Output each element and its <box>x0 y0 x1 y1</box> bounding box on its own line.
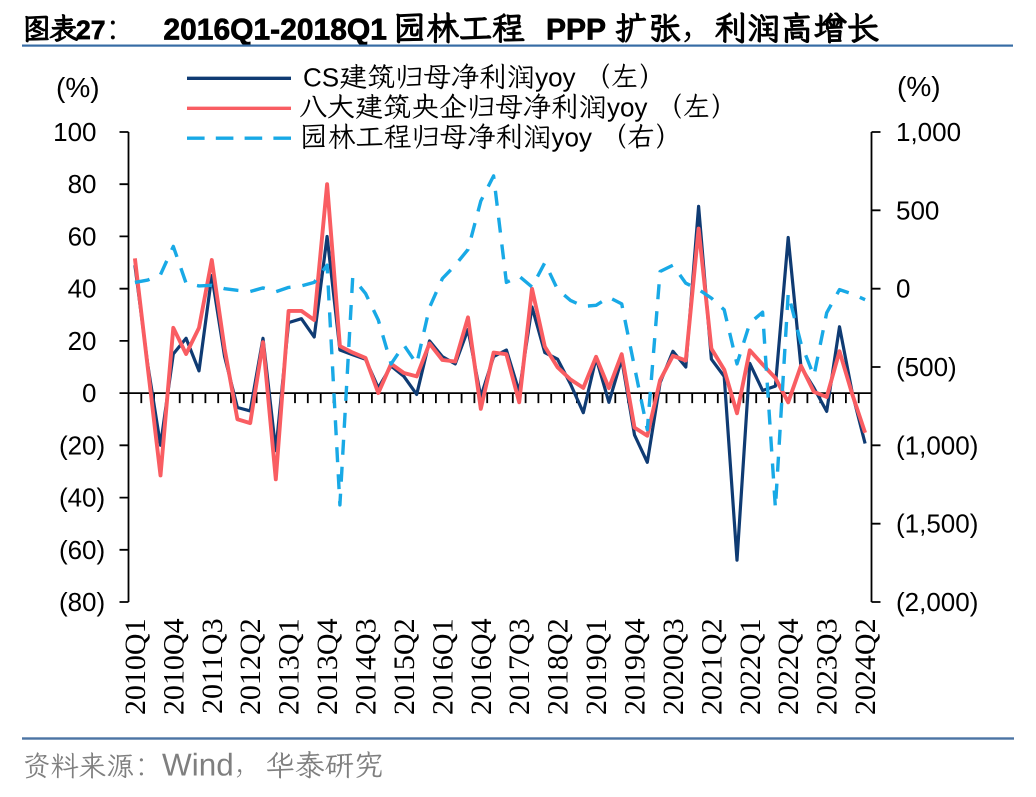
svg-text:2013Q4: 2013Q4 <box>311 618 344 715</box>
svg-text:(60): (60) <box>59 535 105 565</box>
svg-text:80: 80 <box>68 169 97 199</box>
svg-text:2013Q1: 2013Q1 <box>273 618 306 715</box>
svg-text:(%): (%) <box>897 71 941 102</box>
svg-text:(500): (500) <box>896 352 957 382</box>
svg-text:2011Q3: 2011Q3 <box>196 618 229 714</box>
svg-text:2017Q3: 2017Q3 <box>503 618 536 715</box>
svg-text:2021Q2: 2021Q2 <box>695 618 728 715</box>
svg-text:500: 500 <box>896 195 939 225</box>
svg-text:(20): (20) <box>59 430 105 460</box>
svg-text:2020Q3: 2020Q3 <box>657 618 690 715</box>
svg-text:2023Q3: 2023Q3 <box>811 618 844 715</box>
svg-text:(2,000): (2,000) <box>896 587 978 617</box>
svg-text:40: 40 <box>68 274 97 304</box>
svg-text:(1,500): (1,500) <box>896 509 978 539</box>
svg-text:2014Q3: 2014Q3 <box>350 618 383 715</box>
svg-text:2010Q1: 2010Q1 <box>119 618 152 715</box>
svg-text:2019Q4: 2019Q4 <box>619 618 652 715</box>
svg-text:2015Q2: 2015Q2 <box>388 618 421 715</box>
svg-text:2012Q2: 2012Q2 <box>234 618 267 715</box>
svg-text:0: 0 <box>896 274 910 304</box>
svg-text:1,000: 1,000 <box>896 117 961 147</box>
svg-text:100: 100 <box>53 117 96 147</box>
svg-text:2010Q4: 2010Q4 <box>157 618 190 715</box>
svg-text:2016Q4: 2016Q4 <box>465 618 498 715</box>
svg-text:2022Q4: 2022Q4 <box>772 618 805 715</box>
svg-text:2022Q1: 2022Q1 <box>734 618 767 715</box>
svg-text:2016Q1: 2016Q1 <box>426 618 459 715</box>
svg-text:60: 60 <box>68 221 97 251</box>
svg-text:2024Q2: 2024Q2 <box>849 618 882 715</box>
svg-text:(40): (40) <box>59 483 105 513</box>
svg-text:0: 0 <box>82 378 96 408</box>
svg-text:(%): (%) <box>56 72 100 103</box>
svg-text:(1,000): (1,000) <box>896 430 978 460</box>
svg-text:20: 20 <box>68 326 97 356</box>
svg-text:2019Q1: 2019Q1 <box>580 618 613 715</box>
svg-text:(80): (80) <box>59 587 105 617</box>
svg-text:2018Q2: 2018Q2 <box>542 618 575 715</box>
